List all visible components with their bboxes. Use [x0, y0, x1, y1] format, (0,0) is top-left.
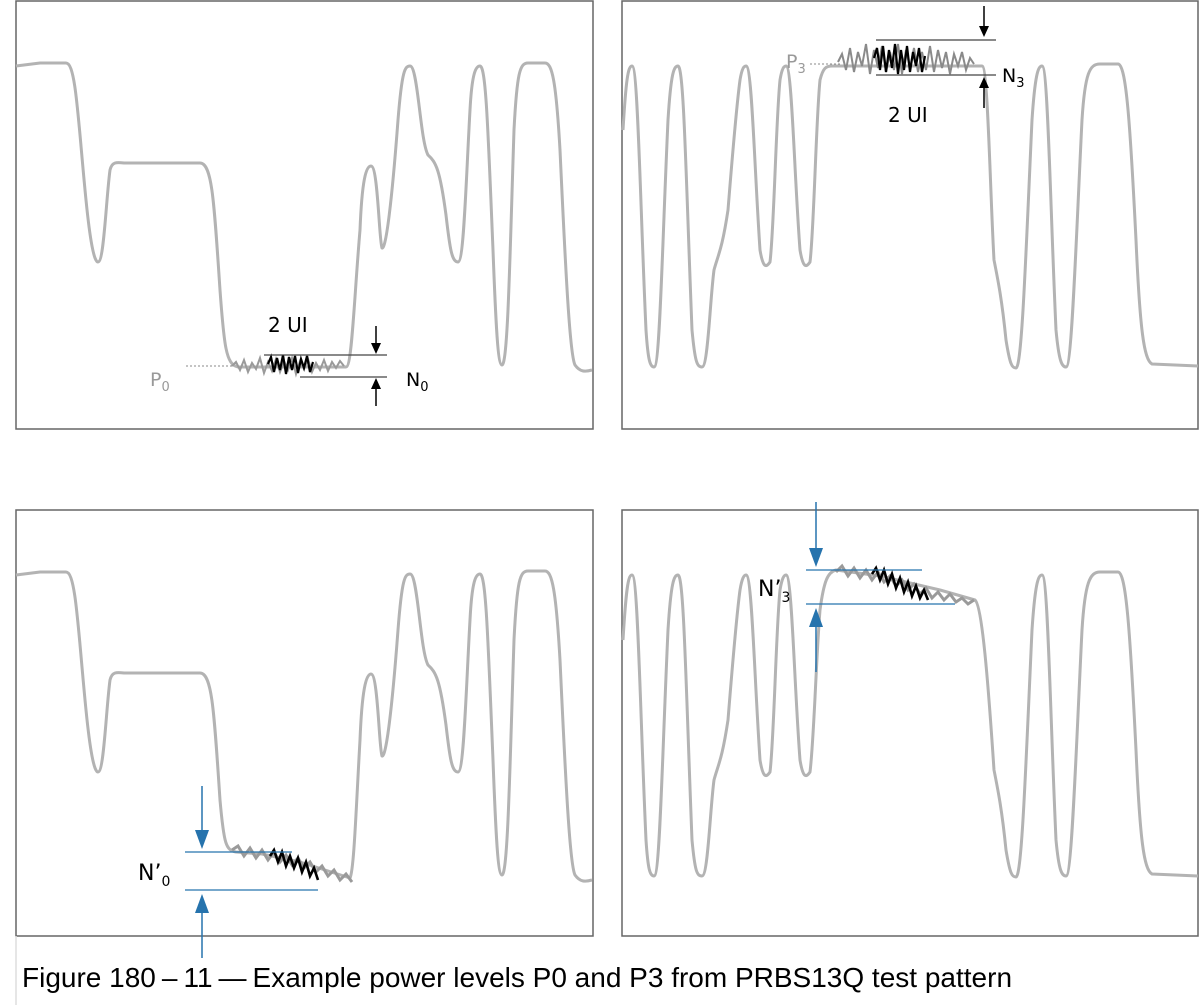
panel-frame-top-right — [621, 0, 1199, 430]
n3-arrow-bottom-head — [979, 77, 989, 88]
n3-label: N3 — [1002, 65, 1025, 91]
panel-frame-bottom-left — [15, 509, 594, 937]
waveform-trace-bottom-right — [621, 568, 1199, 879]
waveform-trace-top-right — [621, 62, 1199, 370]
p0-label: P0 — [150, 369, 170, 395]
waveform-trace-top-left — [15, 61, 593, 373]
caption-number: Figure 180 — [22, 962, 156, 993]
caption-text: Example power levels P0 and P3 from PRBS… — [252, 962, 1013, 993]
n0-arrow-bottom-head — [371, 378, 381, 389]
n3p-arrow-top-head — [809, 548, 823, 567]
caption-separator: – — [161, 962, 178, 993]
n0p-label: N’0 — [138, 861, 170, 890]
noise-dark-top-right — [872, 43, 927, 75]
figure-caption: Figure 180–11— Example power levels P0 an… — [22, 962, 1018, 994]
n0-arrow-top-head — [371, 343, 381, 354]
noise-gray-top-left — [231, 354, 345, 378]
n0p-arrow-top-head — [195, 830, 209, 849]
noise-dark-bottom-left — [268, 847, 320, 881]
n3p-arrow-bottom-head — [809, 608, 823, 627]
n3p-label: N’3 — [758, 577, 790, 606]
caption-separator-2: — — [218, 962, 247, 993]
waveform-trace-bottom-left — [15, 569, 593, 883]
p3-label: P3 — [786, 51, 806, 77]
panel-frame-top-left — [15, 0, 594, 430]
n3-arrow-top-head — [979, 26, 989, 37]
panel-frame-bottom-right — [621, 509, 1199, 937]
n0-label: N0 — [406, 369, 429, 395]
ui-label-top-left: 2 UI — [268, 313, 308, 337]
noise-dark-top-left — [266, 353, 315, 375]
noise-dark-bottom-right — [870, 565, 930, 602]
n0p-arrow-bottom-head — [195, 894, 209, 913]
ui-label-top-right: 2 UI — [888, 103, 928, 127]
noise-gray-bottom-right — [834, 563, 975, 606]
caption-fig-index: 11 — [183, 962, 213, 993]
